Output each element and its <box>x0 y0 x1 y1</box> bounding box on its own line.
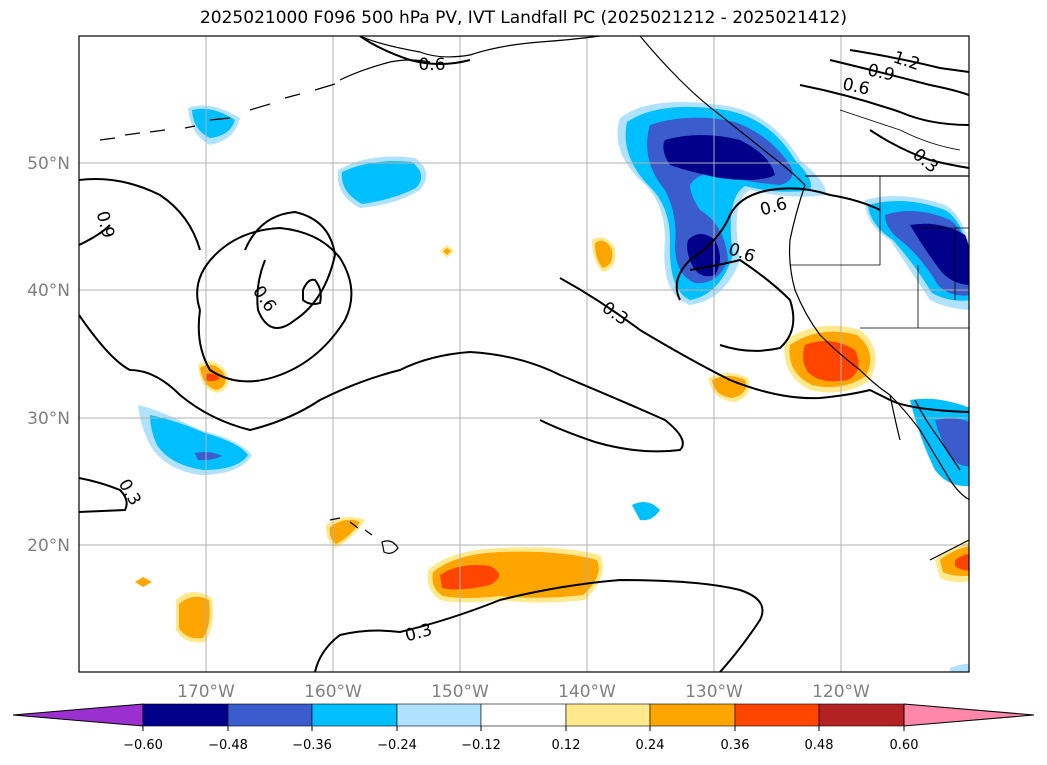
colorbar-tick-label: −0.24 <box>377 738 417 753</box>
blob-25n-cyan <box>632 501 660 521</box>
contour-0.3-main <box>79 314 684 453</box>
se-alaska-coast <box>639 36 806 186</box>
blob-hi-orange2 <box>179 596 210 639</box>
lon-label: 120°W <box>812 682 870 702</box>
colorbar-tick-label: −0.12 <box>461 738 501 753</box>
blob-west-mid <box>195 452 222 461</box>
lon-label: 150°W <box>431 682 489 702</box>
canada-interior <box>839 109 961 151</box>
blob-midpac-cyan <box>341 161 422 204</box>
baja-inner <box>914 399 961 471</box>
us-state-lines <box>790 176 969 329</box>
blob-midpac-south-red <box>440 565 499 590</box>
hawaii-islands <box>329 517 399 554</box>
contour-label: 0.6 <box>418 55 445 75</box>
colorbar-tick-label: −0.60 <box>123 738 163 753</box>
lon-label: 170°W <box>177 682 235 702</box>
colorbar: −0.60 −0.48 −0.36 −0.24 −0.12 0.12 0.24 … <box>12 703 1035 753</box>
colorbar-segment <box>311 703 398 727</box>
contour-0.6-inner <box>244 210 337 329</box>
contour-0.9-west <box>79 178 201 251</box>
pv-contours <box>79 36 969 672</box>
lat-label: 30°N <box>27 409 70 429</box>
blob-ca-red <box>803 341 859 382</box>
blob-43n-orange2 <box>595 240 613 268</box>
blob-us-dark <box>910 223 969 285</box>
colorbar-tick-label: 0.48 <box>805 738 834 753</box>
blob-small-dot-orange <box>443 248 451 255</box>
contour-0.6-west <box>79 224 111 246</box>
blob-se-corner-red <box>955 553 969 571</box>
colorbar-segment <box>565 703 651 727</box>
contour-small-loop <box>302 278 322 305</box>
colorbar-segment <box>227 703 313 727</box>
colorbar-right-extension <box>903 703 1035 727</box>
lon-label: 130°W <box>685 682 743 702</box>
longitude-labels: 170°W 160°W 150°W 140°W 130°W 120°W <box>177 682 870 702</box>
colorbar-segment <box>142 703 229 727</box>
aleutian-islands <box>99 83 336 141</box>
lat-label: 40°N <box>27 281 70 301</box>
lon-label: 160°W <box>304 682 362 702</box>
blob-17n-orange <box>135 577 152 587</box>
colorbar-tick-label: 0.60 <box>890 738 919 753</box>
colorbar-left-extension <box>12 703 144 727</box>
lat-label: 50°N <box>27 154 70 174</box>
lon-label: 140°W <box>558 682 616 702</box>
anomaly-shading <box>135 101 969 672</box>
contour-0.3-sw <box>79 477 128 513</box>
baja-peninsula <box>889 394 969 501</box>
contour-0.9-ne <box>829 59 969 96</box>
contour-1.2-ne <box>849 49 969 73</box>
contour-0.6-ne <box>799 84 969 126</box>
blob-bottom-right <box>950 663 969 672</box>
contour-0.6-coast <box>689 258 795 352</box>
blob-bc-dark <box>663 135 775 180</box>
colorbar-segment <box>649 703 736 727</box>
colorbar-segment <box>396 703 482 727</box>
contour-0.3-east <box>559 277 969 413</box>
blob-west-cyan <box>150 415 248 470</box>
colorbar-ticks <box>142 726 905 731</box>
alaska-coast <box>359 36 601 58</box>
blob-aleutian-cyan2 <box>192 108 235 138</box>
lat-label: 20°N <box>27 536 70 556</box>
colorbar-tick-label: 0.12 <box>552 738 581 753</box>
contour-0.6-bc <box>675 187 881 301</box>
alaska-peninsula <box>339 59 431 81</box>
colorbar-segment <box>480 703 567 727</box>
na-west-coast <box>788 184 891 396</box>
blob-32n-orange2 <box>712 376 747 398</box>
colorbar-segment <box>818 703 905 727</box>
blob-hawaii-orange2 <box>329 519 360 544</box>
colorbar-tick-label: 0.24 <box>636 738 665 753</box>
blob-baja-mid <box>935 418 969 467</box>
contour-0.6-loop <box>196 226 353 383</box>
blob-35n-red <box>206 373 220 382</box>
colorbar-segment <box>734 703 820 727</box>
graticule <box>79 36 969 672</box>
map-frame <box>78 35 970 673</box>
latitude-labels: 50°N 40°N 30°N 20°N <box>27 154 70 556</box>
colorbar-tick-label: 0.36 <box>721 738 750 753</box>
colorbar-tick-label: −0.36 <box>292 738 332 753</box>
map-title: 2025021000 F096 500 hPa PV, IVT Landfall… <box>199 8 847 28</box>
contour-0.3-south <box>314 578 764 672</box>
colorbar-tick-label: −0.48 <box>208 738 248 753</box>
contour-0.6-north <box>359 36 471 65</box>
contour-0.3-ne <box>869 129 969 169</box>
mexico-coast <box>889 394 969 561</box>
coastlines <box>99 36 969 561</box>
